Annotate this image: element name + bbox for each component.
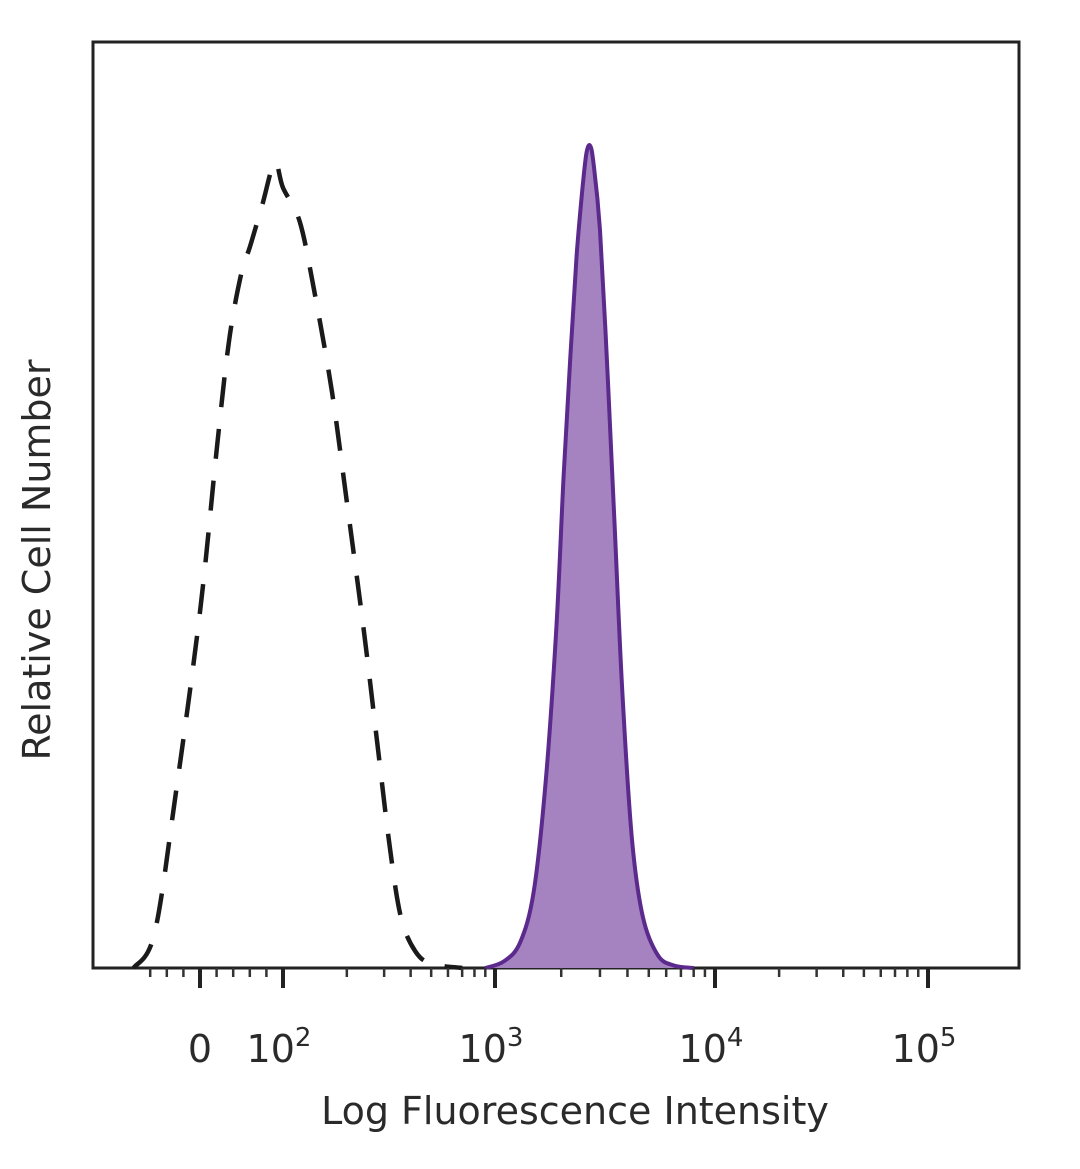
y-axis-label: Relative Cell Number bbox=[15, 359, 59, 760]
series-1-area bbox=[485, 145, 694, 969]
tick-layer: 0 102 103 104 105 bbox=[148, 968, 957, 1071]
x-tick-label: 0 bbox=[188, 1027, 212, 1071]
x-axis-label: Log Fluorescence Intensity bbox=[321, 1089, 829, 1133]
series-layer bbox=[131, 143, 694, 971]
series-0-line bbox=[131, 160, 463, 971]
x-tick-label: 103 bbox=[459, 1023, 524, 1071]
series-1-line bbox=[484, 143, 694, 970]
x-tick-label: 104 bbox=[679, 1023, 744, 1071]
x-tick-label: 102 bbox=[247, 1023, 312, 1071]
x-tick-label: 105 bbox=[892, 1023, 957, 1071]
